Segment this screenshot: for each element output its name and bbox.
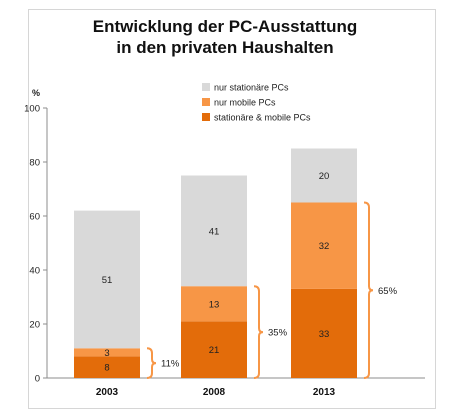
bar-segment — [291, 148, 357, 203]
chart-title-line1: Entwicklung der PC-Ausstattung — [92, 17, 358, 36]
data-label: 3 — [104, 348, 109, 359]
x-tick-label: 2013 — [313, 387, 336, 398]
bracket-label: 35% — [268, 328, 288, 339]
legend-swatch — [202, 83, 210, 91]
bracket — [253, 285, 264, 379]
data-label: 21 — [209, 345, 220, 356]
data-label: 20 — [319, 171, 330, 182]
y-tick-label: 60 — [29, 212, 40, 223]
x-tick-label: 2003 — [96, 387, 119, 398]
bar-segment — [181, 321, 247, 378]
y-tick-label: 0 — [35, 374, 40, 385]
legend-label: nur mobile PCs — [214, 98, 276, 108]
chart-title: Entwicklung der PC-Ausstattung in den pr… — [0, 16, 450, 58]
x-tick-label: 2008 — [203, 387, 226, 398]
bar-segment — [181, 286, 247, 322]
y-tick-label: 100 — [24, 104, 40, 115]
chart-title-line2: in den privaten Haushalten — [116, 38, 334, 57]
bar-segment — [291, 202, 357, 289]
bracket-label: 65% — [378, 286, 398, 297]
bracket — [146, 347, 157, 379]
bar-segment — [74, 210, 140, 349]
bar-segment — [74, 356, 140, 378]
data-label: 8 — [104, 363, 109, 374]
y-tick-label: 20 — [29, 320, 40, 331]
bracket — [363, 201, 374, 379]
bar-segment — [74, 348, 140, 357]
bar-segment — [181, 175, 247, 287]
data-label: 32 — [319, 241, 330, 252]
y-axis-unit-label: % — [32, 88, 40, 98]
legend-label: stationäre & mobile PCs — [214, 113, 311, 123]
data-label: 41 — [209, 226, 220, 237]
data-label: 51 — [102, 275, 113, 286]
legend-swatch — [202, 113, 210, 121]
data-label: 33 — [319, 329, 330, 340]
bar-segment — [291, 288, 357, 378]
y-tick-label: 80 — [29, 158, 40, 169]
legend-swatch — [202, 98, 210, 106]
bracket-label: 11% — [161, 359, 180, 370]
data-label: 13 — [209, 299, 220, 310]
y-tick-label: 40 — [29, 266, 40, 277]
legend-label: nur stationäre PCs — [214, 83, 289, 93]
